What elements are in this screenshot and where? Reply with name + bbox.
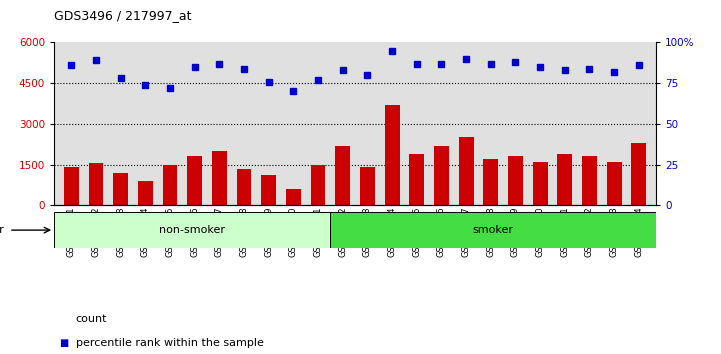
Bar — [434, 145, 449, 205]
Bar — [54, 212, 330, 248]
Text: count: count — [76, 314, 107, 324]
Text: smoker: smoker — [472, 225, 513, 235]
Bar — [89, 163, 103, 205]
Text: percentile rank within the sample: percentile rank within the sample — [76, 338, 264, 348]
Bar — [138, 181, 153, 205]
Bar — [286, 189, 301, 205]
Bar — [360, 167, 375, 205]
Bar — [582, 156, 597, 205]
Bar — [261, 176, 276, 205]
Bar — [335, 145, 350, 205]
Bar — [311, 165, 325, 205]
Bar — [410, 154, 424, 205]
Bar — [459, 137, 474, 205]
Bar — [163, 165, 177, 205]
Text: non-smoker: non-smoker — [159, 225, 225, 235]
Bar — [632, 143, 646, 205]
Text: other: other — [0, 225, 4, 235]
Bar — [64, 167, 79, 205]
Bar — [607, 162, 622, 205]
Bar — [533, 162, 547, 205]
Bar — [483, 159, 498, 205]
Bar — [385, 105, 399, 205]
Bar — [508, 156, 523, 205]
Bar — [557, 154, 572, 205]
Bar — [187, 156, 202, 205]
Text: ■: ■ — [59, 338, 68, 348]
Bar — [212, 151, 227, 205]
Bar — [236, 169, 252, 205]
Text: GDS3496 / 217997_at: GDS3496 / 217997_at — [54, 9, 192, 22]
Bar — [113, 173, 128, 205]
Bar — [330, 212, 656, 248]
